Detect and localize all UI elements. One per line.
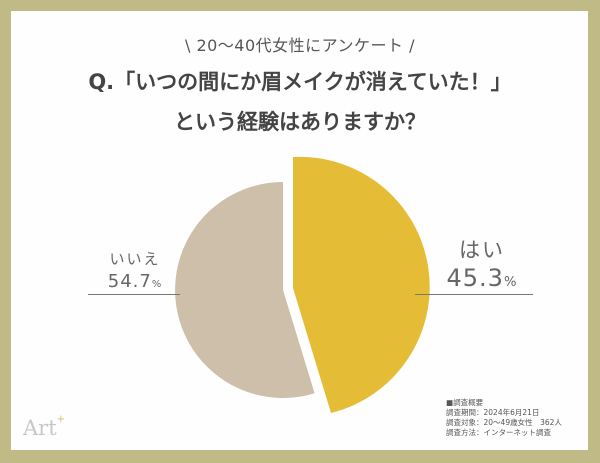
survey-target: 調査対象：20〜49歳女性 362人 — [446, 418, 562, 427]
survey-subtitle: \ 20〜40代女性にアンケート / — [184, 36, 416, 55]
survey-method: 調査方法：インターネット調査 — [446, 428, 551, 437]
label-yes: はい 45.3% — [432, 234, 532, 292]
label-no-name: いいえ — [109, 250, 161, 268]
label-yes-name: はい — [459, 238, 505, 262]
label-no: いいえ 54.7% — [95, 248, 175, 292]
leader-line-no — [88, 294, 180, 295]
survey-summary: ■調査概要 調査期間：2024年6月21日 調査対象：20〜49歳女性 362人… — [446, 398, 562, 438]
leader-line-yes — [415, 294, 533, 295]
label-yes-value: 45.3% — [446, 264, 518, 292]
pie-slice-yes — [293, 156, 430, 413]
survey-heading: ■調査概要 — [446, 398, 484, 407]
pie-slice-no — [175, 182, 315, 398]
label-no-value: 54.7% — [107, 271, 163, 292]
plus-mark-icon: + — [56, 414, 66, 425]
art-logo: Art+ — [23, 414, 66, 440]
survey-period: 調査期間：2024年6月21日 — [446, 408, 540, 417]
